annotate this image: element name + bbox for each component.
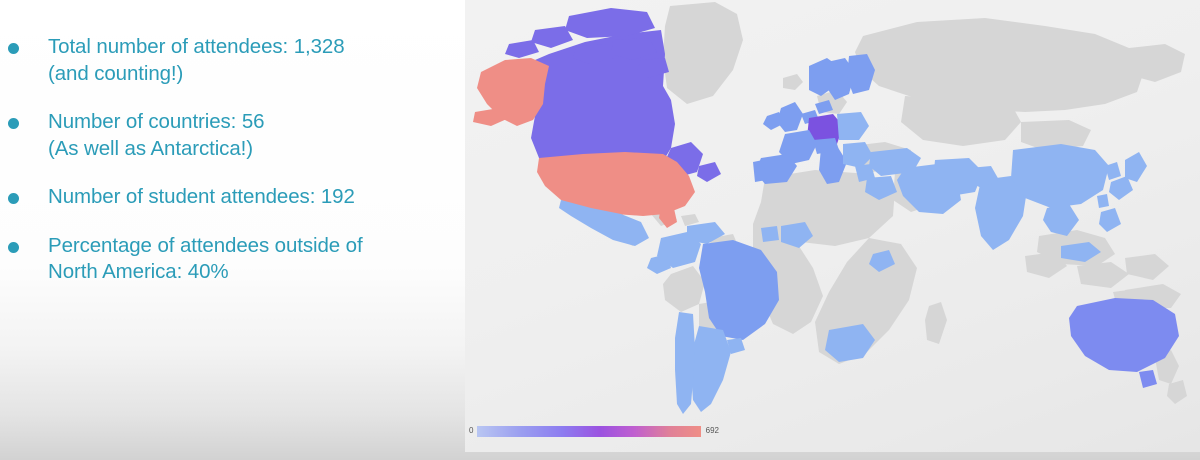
map-region-argentina — [691, 326, 731, 412]
map-color-legend: 0 692 — [469, 422, 719, 440]
bullet-dot-icon — [8, 118, 19, 129]
map-region-taiwan — [1097, 194, 1109, 208]
map-region-finland — [847, 54, 875, 94]
map-region-indonesia — [1061, 242, 1101, 262]
map-region-france — [779, 130, 817, 164]
bullet-text-student-attendees: Number of student attendees: 192 — [48, 185, 355, 208]
list-item: Total number of attendees: 1,328 (and co… — [8, 34, 462, 87]
map-region-chile — [675, 312, 695, 414]
map-region-newfoundland — [697, 162, 721, 182]
bullet-dot-icon — [8, 241, 19, 253]
map-region-venezuela — [687, 222, 725, 244]
map-region-japan — [1125, 152, 1147, 182]
map-region-ireland — [763, 112, 783, 130]
map-region-mexico — [559, 200, 649, 246]
bullet-text-total-attendees: Total number of attendees: 1,328 (and co… — [48, 35, 345, 85]
map-region-korea — [1105, 162, 1121, 180]
map-region-balkans — [843, 142, 873, 168]
map-region-ghana — [761, 226, 779, 242]
map-region-poland — [837, 112, 869, 140]
bullet-text-countries: Number of countries: 56 (As well as Anta… — [48, 110, 265, 160]
map-region-uruguay — [727, 338, 745, 354]
bullet-text-outside-north-america: Percentage of attendees outside of North… — [48, 233, 363, 284]
list-item: Number of student attendees: 192 — [8, 184, 462, 211]
map-region-uganda-kenya — [869, 250, 895, 272]
map-region-portugal — [753, 160, 767, 182]
map-graphic — [473, 2, 1187, 414]
statistics-bullet-list: Total number of attendees: 1,328 (and co… — [0, 34, 462, 308]
map-region-united-states — [537, 152, 695, 216]
map-region-japan-south — [1109, 176, 1133, 200]
map-region-india — [975, 176, 1027, 250]
map-region-united-kingdom — [777, 102, 803, 132]
legend-max-label: 692 — [705, 426, 719, 435]
map-region-pakistan — [967, 166, 999, 188]
list-item: Percentage of attendees outside of North… — [8, 233, 462, 286]
map-region-denmark — [815, 100, 833, 114]
map-region-china — [1011, 144, 1109, 208]
map-region-south-africa — [825, 324, 875, 362]
map-region-iran — [933, 158, 983, 196]
world-choropleth-map[interactable]: 0 692 — [465, 0, 1200, 452]
map-region-egypt — [865, 176, 897, 200]
map-region-thailand-vietnam — [1043, 204, 1079, 236]
list-item: Number of countries: 56 (As well as Anta… — [8, 109, 462, 162]
map-region-canada-arctic — [505, 8, 669, 78]
map-region-australia — [1069, 298, 1179, 372]
map-regions-with-data — [473, 8, 1179, 414]
map-region-ecuador — [647, 254, 671, 274]
map-region-philippines — [1099, 208, 1121, 232]
map-region-us-florida — [659, 204, 677, 228]
map-region-alaska-aleutians — [473, 108, 509, 126]
map-region-brazil — [699, 240, 779, 340]
legend-gradient-bar — [477, 425, 701, 437]
legend-min-label: 0 — [469, 426, 474, 435]
map-region-italy — [819, 146, 847, 184]
bullet-dot-icon — [8, 43, 19, 54]
map-region-switzerland-austria — [813, 138, 839, 154]
map-region-greece — [855, 164, 875, 182]
map-region-tasmania — [1139, 370, 1157, 388]
bullet-dot-icon — [8, 193, 19, 204]
map-region-canada — [521, 30, 675, 178]
map-region-nigeria — [781, 222, 813, 248]
